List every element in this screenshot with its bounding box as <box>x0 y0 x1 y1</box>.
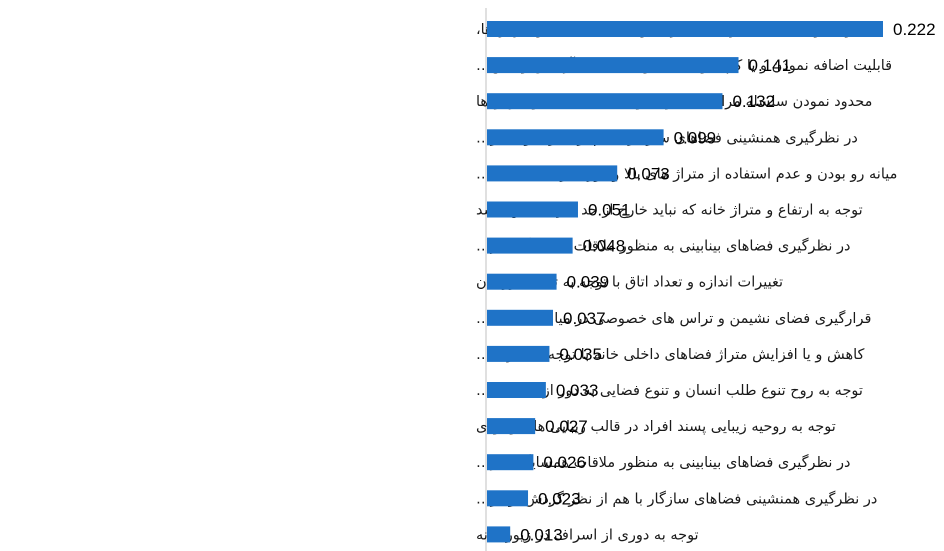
bar <box>487 273 557 290</box>
bar <box>487 490 529 507</box>
bar <box>487 129 664 146</box>
bar-value-label: 0.039 <box>567 273 610 292</box>
bar <box>487 345 550 362</box>
bar <box>487 309 553 326</box>
category-label: توجه به دوری از اسراف در زیور خانه <box>476 527 699 543</box>
bar-value-label: 0.013 <box>520 525 563 544</box>
bar <box>487 57 739 74</box>
category-label: توجه به روح تنوع طلب انسان و تنوع فضایی … <box>476 383 863 399</box>
bar <box>487 418 536 435</box>
bar-value-label: 0.027 <box>545 417 588 436</box>
bar <box>487 526 511 543</box>
bar-value-label: 0.037 <box>563 309 606 328</box>
bar-value-label: 0.141 <box>749 56 792 75</box>
category-label: در نظرگیری همنشینی فضاهای سازگار با هم ا… <box>476 490 877 507</box>
bar-value-label: 0.132 <box>732 92 775 111</box>
bar <box>487 201 578 218</box>
bar-value-label: 0.099 <box>674 128 717 147</box>
bar-value-label: 0.033 <box>556 381 599 400</box>
bars <box>487 21 883 543</box>
bar <box>487 454 534 471</box>
bar <box>487 21 883 37</box>
bar <box>487 165 618 182</box>
bar-value-label: 0.023 <box>538 489 581 508</box>
category-label: در نظرگیری فضاهای بینابینی به منظور ملاق… <box>476 454 851 471</box>
bar-value-label: 0.048 <box>583 237 626 256</box>
bar-value-label: 0.035 <box>559 345 602 364</box>
category-label: کاهش و یا افزایش متراژ فضاهای داخلی خانه… <box>476 347 865 363</box>
bar-value-label: 0.073 <box>627 164 670 183</box>
bar-value-label: 0.222 <box>893 20 936 39</box>
category-label: توجه به روحیه زیبایی پسند افراد در قالب … <box>476 419 836 435</box>
category-label: قرارگیری فضای نشیمن و تراس های خصوصی در … <box>476 310 871 327</box>
bar <box>487 93 723 110</box>
bar-value-label: 0.051 <box>588 201 631 220</box>
bar <box>487 237 573 254</box>
bar <box>487 382 546 398</box>
bar-value-label: 0.026 <box>543 453 586 472</box>
